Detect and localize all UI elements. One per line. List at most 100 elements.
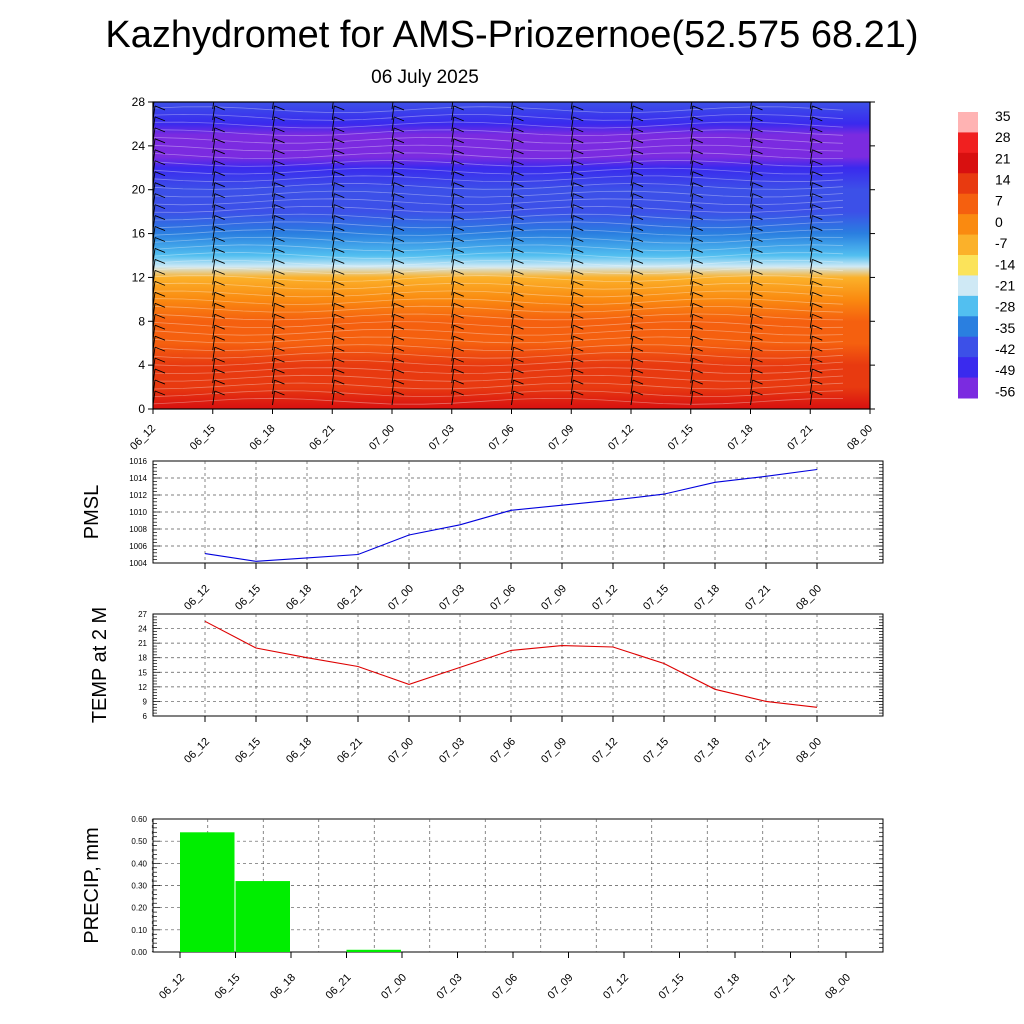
wind-barb-staff bbox=[451, 281, 455, 296]
wind-barb-staff bbox=[630, 193, 634, 208]
wind-barb-flag bbox=[872, 248, 882, 252]
wind-barb-flag bbox=[872, 270, 882, 274]
wind-barb-staff bbox=[212, 259, 216, 274]
x-tick-label: 07_00 bbox=[386, 736, 416, 766]
wind-barb-flag bbox=[393, 160, 405, 166]
wind-barb-flag bbox=[154, 105, 166, 111]
wind-barb-flag bbox=[453, 269, 464, 275]
wind-barb-flag bbox=[154, 379, 166, 385]
wind-barb-flag bbox=[274, 193, 285, 199]
wind-barb-staff bbox=[809, 160, 813, 175]
wind-barb-staff bbox=[809, 379, 813, 395]
wind-barb-flag bbox=[692, 248, 703, 253]
wind-barb-staff bbox=[750, 193, 753, 208]
x-tick-label: 06_18 bbox=[268, 972, 298, 1002]
wind-barb-staff bbox=[272, 215, 275, 230]
wind-barb-staff bbox=[391, 138, 395, 153]
wind-barb-flag bbox=[214, 259, 225, 264]
wind-barb-flag bbox=[334, 95, 344, 99]
wind-barb-flag bbox=[393, 193, 405, 199]
wind-barb-flag bbox=[453, 379, 464, 385]
wind-barb-staff bbox=[331, 138, 335, 153]
wind-barb-staff bbox=[451, 102, 454, 110]
wind-barb-flag bbox=[632, 390, 644, 396]
wind-barb-flag bbox=[453, 248, 464, 253]
wind-barb-flag bbox=[334, 116, 345, 122]
wind-barb-flag bbox=[155, 95, 165, 99]
wind-barb-staff bbox=[750, 248, 753, 263]
wind-barb-flag bbox=[454, 95, 464, 99]
wind-barb-flag bbox=[154, 291, 166, 297]
wind-barb-flag bbox=[453, 138, 464, 144]
wind-barb-staff bbox=[212, 390, 216, 406]
wind-barb-flag bbox=[274, 204, 285, 210]
wind-barb-flag bbox=[154, 302, 166, 308]
wind-barb-staff bbox=[630, 237, 634, 252]
wind-barb-staff bbox=[391, 270, 395, 285]
wind-barb-staff bbox=[750, 358, 753, 373]
wind-barb-flag bbox=[752, 379, 763, 385]
wind-barb-flag bbox=[872, 281, 882, 285]
contour-line bbox=[153, 351, 844, 359]
wind-barb-flag bbox=[214, 291, 225, 297]
wind-barb-staff bbox=[331, 379, 335, 395]
y-tick-label: 0.40 bbox=[131, 859, 147, 868]
wind-barb-flag bbox=[632, 116, 644, 122]
wind-barb-staff bbox=[809, 138, 813, 153]
wind-barb-staff bbox=[690, 259, 694, 274]
wind-barb-flag bbox=[393, 368, 405, 374]
wind-barb-flag bbox=[812, 95, 822, 99]
x-tick-label: 07_12 bbox=[590, 583, 620, 613]
wind-barb-flag bbox=[274, 313, 285, 319]
wind-barb-flag bbox=[274, 291, 285, 297]
wind-barb-flag bbox=[692, 182, 703, 188]
wind-barb-flag bbox=[573, 127, 584, 133]
wind-barb-staff bbox=[272, 325, 275, 340]
wind-barb-staff bbox=[690, 292, 694, 307]
wind-barb-staff bbox=[391, 193, 395, 208]
wind-barb-flag bbox=[692, 379, 703, 385]
wind-barb-staff bbox=[809, 336, 813, 351]
wind-barb-flag bbox=[334, 346, 345, 352]
wind-barb-staff bbox=[391, 390, 395, 406]
wind-barb-flag bbox=[274, 346, 285, 352]
wind-barb-flag bbox=[752, 160, 763, 166]
wind-barb-flag bbox=[633, 95, 643, 99]
wind-barb-flag bbox=[334, 215, 345, 220]
wind-barb-flag bbox=[214, 346, 225, 352]
wind-barb-flag bbox=[214, 368, 225, 374]
x-tick-label: 06_18 bbox=[284, 736, 314, 766]
contour-line bbox=[153, 190, 844, 198]
wind-barb-flag bbox=[632, 171, 644, 177]
contour-line bbox=[153, 136, 844, 144]
x-tick-label: 07_21 bbox=[743, 736, 773, 766]
contour-line bbox=[153, 313, 844, 321]
wind-barb-staff bbox=[212, 193, 216, 208]
wind-barb-staff bbox=[570, 105, 574, 120]
wind-barbs bbox=[153, 95, 882, 406]
y-tick-label: 16 bbox=[132, 227, 146, 241]
wind-barb-staff bbox=[212, 292, 216, 307]
wind-barb-flag bbox=[573, 280, 584, 286]
wind-barb-staff bbox=[391, 160, 395, 175]
wind-barb-staff bbox=[630, 358, 634, 373]
wind-barb-flag bbox=[692, 149, 703, 155]
wind-barb-flag bbox=[692, 368, 703, 374]
wind-barb-flag bbox=[692, 313, 703, 319]
contour-line bbox=[153, 236, 844, 244]
x-tick-label: 07_03 bbox=[437, 583, 467, 613]
wind-barb-staff bbox=[451, 182, 455, 197]
x-tick-label: 07_18 bbox=[726, 423, 756, 453]
wind-barb-flag bbox=[274, 215, 285, 220]
wind-barb-staff bbox=[690, 336, 694, 351]
wind-barb-flag bbox=[693, 95, 703, 99]
x-tick-label: 07_15 bbox=[641, 583, 671, 613]
y-tick-label: 0.50 bbox=[131, 837, 147, 846]
y-axis-label: PMSL bbox=[81, 485, 103, 539]
wind-barb-flag bbox=[812, 127, 823, 133]
wind-barb-flag bbox=[393, 215, 405, 220]
wind-barb-flag bbox=[334, 280, 345, 286]
wind-barb-staff bbox=[750, 347, 753, 362]
y-tick-label: 1006 bbox=[129, 542, 147, 551]
wind-barb-staff bbox=[272, 336, 275, 351]
